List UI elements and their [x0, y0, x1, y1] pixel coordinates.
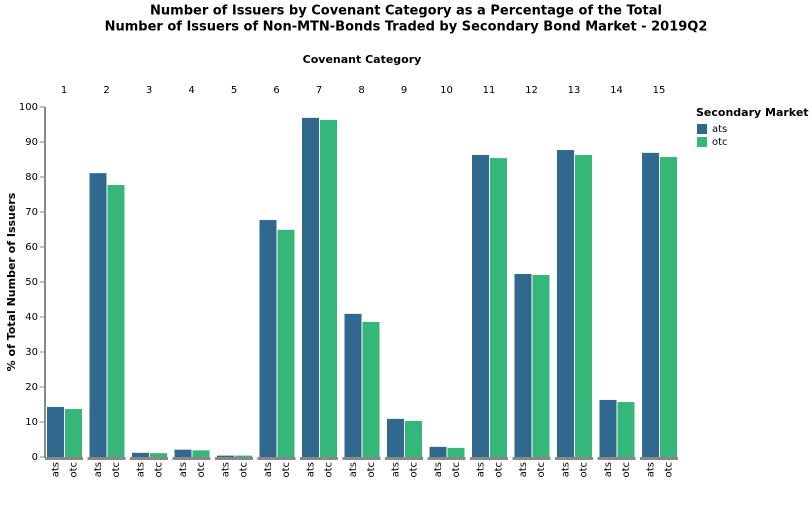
y-tick-label: 20 — [25, 382, 38, 393]
bar — [575, 154, 592, 457]
facet-label: 15 — [653, 85, 666, 96]
legend-label: ats — [712, 124, 727, 135]
x-tick-label: otc — [536, 462, 547, 478]
x-tick-label: ats — [391, 462, 402, 477]
x-tick-label: ats — [93, 462, 104, 477]
x-tick-label: otc — [366, 462, 377, 478]
x-tick-label: ats — [348, 462, 359, 477]
bar — [362, 321, 380, 457]
bar — [174, 449, 192, 457]
y-axis-title: % of Total Number of Issuers — [5, 192, 18, 371]
bar — [150, 453, 167, 457]
chart-title: Number of Issuers of Non-MTN-Bonds Trade… — [105, 20, 708, 35]
bar — [617, 402, 635, 457]
facet-label: 13 — [568, 85, 581, 96]
bar — [47, 406, 64, 457]
bar — [447, 447, 465, 457]
bar — [472, 154, 489, 457]
x-tick-label: ats — [178, 462, 189, 477]
facet-label: 8 — [358, 85, 364, 96]
y-tick-label: 90 — [25, 137, 38, 148]
x-tick-label: ats — [646, 462, 657, 477]
x-tick-label: otc — [664, 462, 675, 478]
x-tick-label: ats — [51, 462, 62, 477]
bar — [107, 185, 125, 458]
x-tick-label: otc — [409, 462, 420, 478]
x-tick-label: otc — [196, 462, 207, 478]
chart-title: Number of Issuers by Covenant Category a… — [150, 4, 662, 19]
x-tick-label: otc — [154, 462, 165, 478]
facet-label: 10 — [440, 85, 453, 96]
y-tick-label: 60 — [25, 242, 38, 253]
y-tick-label: 100 — [19, 102, 38, 113]
bar — [514, 273, 532, 457]
facet-label: 1 — [61, 85, 67, 96]
facet-label: 2 — [103, 85, 109, 96]
bar — [132, 452, 149, 457]
bar — [320, 119, 337, 457]
facet-label: 14 — [610, 85, 623, 96]
bar — [65, 409, 82, 457]
x-tick-label: otc — [451, 462, 462, 478]
legend-title: Secondary Market — [696, 106, 809, 119]
facet-label: 7 — [316, 85, 322, 96]
bar — [429, 446, 447, 457]
x-tick-label: ats — [263, 462, 274, 477]
x-tick-label: ats — [221, 462, 232, 477]
facet-label: 4 — [188, 85, 194, 96]
bar — [277, 229, 295, 457]
x-tick-label: ats — [433, 462, 444, 477]
x-tick-label: otc — [621, 462, 632, 478]
x-tick-label: otc — [69, 462, 80, 478]
bar — [660, 157, 677, 458]
bar — [557, 150, 574, 458]
x-tick-label: otc — [111, 462, 122, 478]
bar — [89, 173, 107, 457]
y-tick-label: 70 — [25, 207, 38, 218]
x-tick-label: otc — [281, 462, 292, 478]
bar — [387, 418, 404, 457]
facet-label: 6 — [273, 85, 279, 96]
facet-label: 5 — [231, 85, 237, 96]
x-tick-label: ats — [561, 462, 572, 477]
x-tick-label: otc — [239, 462, 250, 478]
bar — [405, 420, 422, 457]
bar — [259, 220, 277, 457]
bar — [490, 158, 507, 457]
x-tick-label: ats — [306, 462, 317, 477]
legend-swatch — [697, 137, 707, 147]
x-tick-label: ats — [136, 462, 147, 477]
legend-swatch — [697, 124, 707, 134]
y-tick-label: 0 — [32, 452, 38, 463]
y-tick-label: 10 — [25, 417, 38, 428]
x-tick-label: otc — [324, 462, 335, 478]
facet-label: 11 — [483, 85, 496, 96]
x-tick-label: ats — [603, 462, 614, 477]
bar — [302, 117, 319, 457]
x-tick-label: otc — [494, 462, 505, 478]
facet-title: Covenant Category — [303, 53, 422, 66]
facet-label: 9 — [401, 85, 407, 96]
bar — [235, 455, 252, 457]
x-tick-label: otc — [579, 462, 590, 478]
legend-label: otc — [712, 137, 728, 148]
y-tick-label: 40 — [25, 312, 38, 323]
bar — [599, 399, 617, 457]
y-tick-label: 30 — [25, 347, 38, 358]
facet-label: 12 — [525, 85, 538, 96]
bar — [217, 455, 234, 457]
bar — [344, 313, 362, 457]
bar — [532, 275, 550, 457]
y-tick-label: 50 — [25, 277, 38, 288]
bar — [642, 152, 659, 457]
facet-label: 3 — [146, 85, 152, 96]
x-tick-label: ats — [518, 462, 529, 477]
x-tick-label: ats — [476, 462, 487, 477]
y-tick-label: 80 — [25, 172, 38, 183]
bar — [192, 450, 210, 457]
